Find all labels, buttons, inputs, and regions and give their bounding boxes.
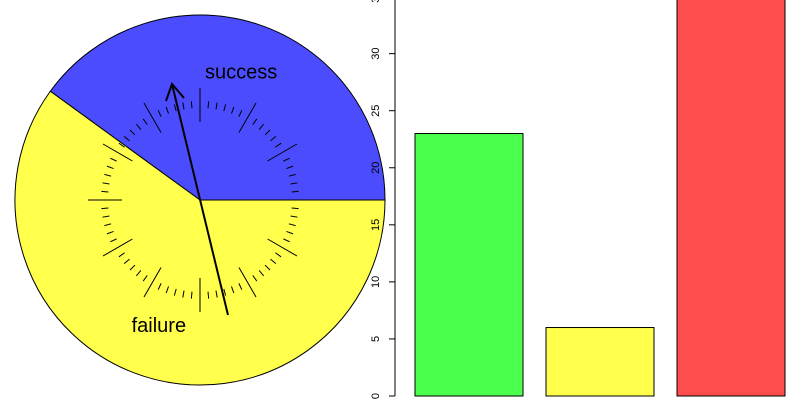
dial-tick [286, 165, 294, 170]
arrow [165, 82, 229, 316]
dial-tick [288, 223, 296, 227]
y-tick-label: 30 [370, 48, 382, 60]
dial-tick [288, 173, 296, 177]
dial-tick [173, 288, 177, 296]
dial-tick [123, 135, 130, 142]
dial-tick [165, 286, 170, 294]
dial-tick [275, 142, 282, 148]
dial-tick [135, 123, 142, 130]
dial-tick [270, 135, 277, 142]
dial-tick [102, 238, 133, 257]
dial-tick [238, 110, 243, 117]
dial-tick [143, 102, 162, 133]
dial-tick [291, 207, 299, 210]
dial-tick [102, 143, 133, 162]
dial-tick [223, 104, 227, 112]
y-tick-label: 10 [370, 276, 382, 288]
y-tick-label: 15 [370, 219, 382, 231]
dial-tick [102, 215, 110, 218]
dial-tick [102, 182, 110, 185]
dial-tick [123, 258, 130, 265]
bar [676, 0, 786, 397]
dial-tick [270, 258, 277, 265]
dial-tick [101, 190, 109, 193]
y-tick-label: 25 [370, 105, 382, 117]
dial-tick [101, 207, 109, 210]
pie-slice [14, 90, 386, 386]
dial-tick [258, 123, 265, 130]
dial-tick [283, 157, 290, 162]
dial-tick [238, 267, 257, 298]
dial-tick [207, 291, 210, 299]
dial-tick [238, 102, 257, 133]
y-tick-label: 35 [370, 0, 382, 3]
dial-tick [286, 230, 294, 235]
dial-tick [118, 252, 125, 258]
dial-tick [106, 165, 114, 170]
bar [414, 133, 524, 397]
dial-tick [157, 110, 162, 117]
dial-tick [264, 129, 271, 136]
dial-tick [267, 238, 298, 257]
dial-tick [182, 102, 185, 110]
y-tick-label: 0 [370, 393, 382, 399]
dial-tick [215, 102, 218, 110]
dial [88, 88, 312, 312]
dial-tick [142, 275, 148, 282]
dial-tick [264, 264, 271, 271]
y-tick-label: 20 [370, 162, 382, 174]
slice-label: failure [132, 315, 186, 337]
dial-tick [291, 190, 299, 193]
dial-tick [215, 290, 218, 298]
dial-tick [106, 230, 114, 235]
dial-tick [165, 106, 170, 114]
dial-tick [129, 264, 136, 271]
dial-tick [252, 275, 258, 282]
dial-tick [182, 290, 185, 298]
dial-tick [129, 129, 136, 136]
dial-tick [190, 291, 193, 299]
dial-tick [143, 267, 162, 298]
dial-tick [157, 283, 162, 290]
dial-tick [252, 118, 258, 125]
dial-tick [290, 182, 298, 185]
dial-tick [104, 223, 112, 227]
dial-tick [258, 270, 265, 277]
dial-tick [267, 143, 298, 162]
y-tick-label: 5 [370, 336, 382, 342]
dial-tick [110, 238, 117, 243]
dial-tick [135, 270, 142, 277]
dial-tick [110, 157, 117, 162]
pie-chart: success failure [14, 14, 386, 386]
dial-tick [283, 238, 290, 243]
dial-tick [173, 104, 177, 112]
dial-tick [142, 118, 148, 125]
dial-tick [190, 101, 193, 109]
bar-chart: 0 5 10 15 20 25 30 35 [370, 0, 786, 399]
dial-tick [223, 288, 227, 296]
dial-tick [104, 173, 112, 177]
bar [545, 327, 655, 397]
dial-tick [230, 286, 235, 294]
dial-tick [230, 106, 235, 114]
dial-tick [207, 101, 210, 109]
dial-tick [238, 283, 243, 290]
dial-tick [290, 215, 298, 218]
pie-slice [49, 14, 386, 201]
dial-tick [118, 142, 125, 148]
dial-tick [275, 252, 282, 258]
slice-label: success [205, 62, 277, 84]
